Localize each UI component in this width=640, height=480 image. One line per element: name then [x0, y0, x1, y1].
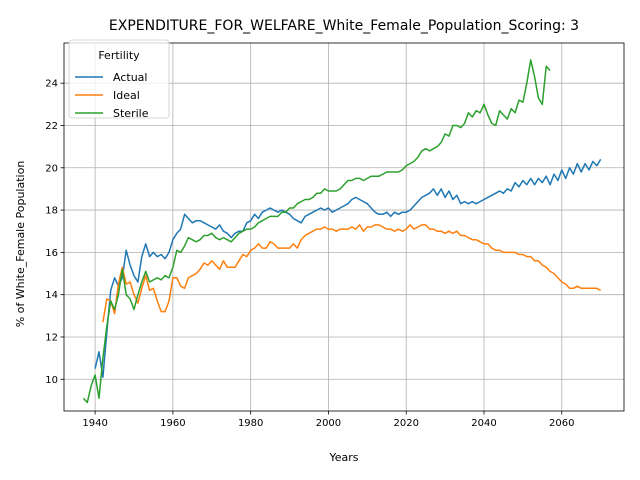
series-line-ideal	[102, 224, 602, 323]
legend-label-ideal: Ideal	[113, 89, 140, 102]
series-lines	[82, 59, 602, 404]
x-tick-label: 2000	[316, 418, 341, 429]
legend-title: Fertility	[98, 49, 140, 62]
chart-title: EXPENDITURE_FOR_WELFARE_White_Female_Pop…	[109, 18, 579, 34]
gridlines	[64, 43, 624, 411]
legend: Fertility Actual Ideal Sterile	[68, 39, 170, 120]
y-tick-label: 16	[45, 248, 58, 259]
y-tick-label: 20	[45, 163, 58, 174]
legend-box	[68, 39, 170, 119]
x-tick-label: 1940	[82, 418, 107, 429]
series-line-sterile	[82, 59, 551, 404]
y-tick-label: 18	[45, 206, 58, 217]
x-axis-label: Years	[328, 451, 358, 464]
y-tick-label: 10	[45, 375, 58, 386]
legend-items: Actual Ideal Sterile	[75, 71, 149, 120]
y-axis-label: % of White_Female Population	[14, 161, 27, 328]
y-tick-label: 12	[45, 332, 58, 343]
legend-label-actual: Actual	[113, 71, 147, 84]
plot-area-frame	[63, 42, 625, 412]
x-tick-label: 2040	[471, 418, 496, 429]
axis-ticks: 1940 1960 1980 2000 2020 2040 2060 10 12 14 16 18 20…	[45, 79, 574, 429]
legend-label-sterile: Sterile	[113, 107, 149, 120]
y-tick-label: 24	[45, 79, 58, 90]
x-tick-label: 1980	[238, 418, 263, 429]
y-tick-label: 14	[45, 290, 58, 301]
x-tick-label: 1960	[160, 418, 185, 429]
x-tick-label: 2060	[549, 418, 574, 429]
x-tick-label: 2020	[393, 418, 418, 429]
y-tick-label: 22	[45, 121, 58, 132]
series-line-actual	[94, 158, 602, 378]
